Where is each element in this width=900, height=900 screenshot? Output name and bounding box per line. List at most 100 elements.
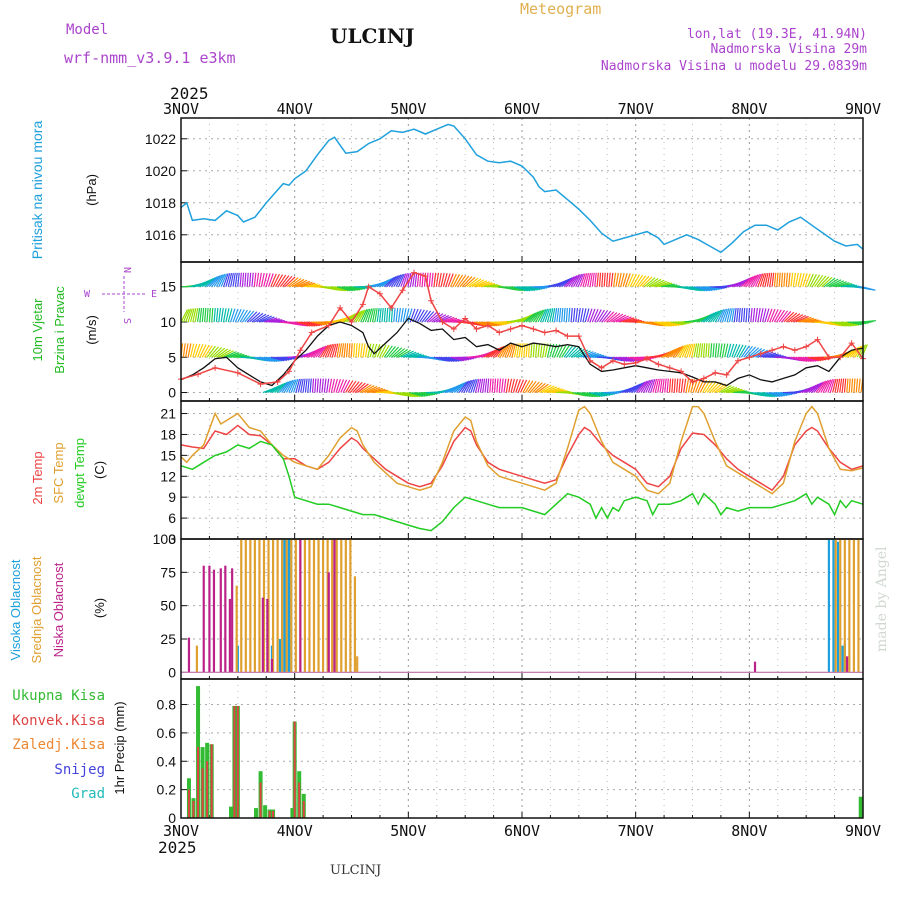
bar-konvek-kisa — [233, 705, 236, 818]
wind-barb — [537, 309, 546, 323]
wind-barb — [251, 272, 254, 287]
wind-barb — [466, 277, 479, 288]
bar-srednja-oblacnost — [356, 656, 359, 673]
wind-barb — [847, 321, 862, 326]
wind-barb — [750, 274, 759, 288]
wind-barb — [754, 308, 758, 323]
wind-barb — [213, 274, 223, 288]
wind-barb — [379, 344, 387, 358]
wind-barb — [502, 344, 510, 358]
wind-barb — [669, 346, 681, 358]
wind-barb — [182, 343, 186, 358]
bar-srednja-oblacnost — [281, 539, 284, 673]
wind-barb — [244, 272, 247, 287]
wind-barb — [672, 346, 683, 358]
gust-marker — [769, 347, 776, 354]
wind-barb — [404, 391, 419, 398]
wind-barb — [528, 311, 539, 323]
top-date-label: 7NOV — [618, 100, 654, 118]
wind-barb — [769, 272, 773, 287]
wind-barb — [781, 311, 792, 323]
series-line-mslp — [180, 123, 864, 254]
wind-barb — [658, 321, 673, 327]
wind-barb — [731, 343, 738, 358]
gust-marker — [848, 340, 855, 347]
wind-barb — [371, 308, 376, 323]
wind-barb — [556, 344, 564, 358]
wind-barb — [790, 314, 804, 323]
wind-barb — [411, 391, 426, 397]
wind-barb — [443, 356, 458, 362]
gust-marker — [234, 369, 241, 376]
wind-barb — [546, 308, 552, 323]
wind-barb — [573, 348, 586, 358]
bar-srednja-oblacnost — [335, 539, 338, 673]
wind-barb — [783, 272, 786, 287]
wind-barb — [558, 344, 567, 358]
wind-barb — [397, 273, 405, 287]
wind-barb — [553, 308, 558, 323]
wind-barb — [827, 379, 834, 393]
wind-grid — [180, 262, 864, 401]
temp-ylabel-2m: 2m Temp — [30, 451, 45, 504]
wind-barb — [548, 388, 563, 394]
wind-barb — [448, 356, 462, 362]
wind-barb — [313, 321, 328, 326]
wind-barb — [393, 274, 402, 288]
wind-barb — [594, 309, 602, 323]
wind-barb — [705, 311, 717, 323]
wind-barb — [428, 272, 432, 287]
wind-barb — [539, 343, 543, 358]
wind-barb — [615, 315, 629, 323]
cloud-panel: 0 25 50 75 100 Visoka Oblacnost Srednja Obla… — [8, 531, 864, 680]
wind-barb — [362, 308, 369, 323]
wind-barb — [421, 310, 432, 323]
wind-barb — [228, 353, 242, 358]
wind-barb — [587, 353, 602, 358]
wind-barb — [816, 275, 827, 288]
wind-barb — [804, 273, 811, 287]
wind-barb — [218, 308, 222, 323]
wind-barb — [667, 347, 679, 358]
wind-barb — [684, 343, 691, 358]
wind-barb — [294, 279, 308, 288]
wind-barb — [589, 272, 593, 287]
wind-barb — [261, 316, 275, 323]
wind-barb — [357, 343, 361, 358]
wind-barb — [504, 344, 511, 358]
bar-visoka-oblacnost — [836, 541, 840, 673]
wind-barb — [523, 312, 536, 323]
wind-barb — [757, 273, 764, 287]
wind-barb — [809, 274, 817, 287]
wind-barb — [598, 310, 609, 323]
y-tick-label: 100 — [153, 531, 177, 547]
wind-barb — [261, 356, 275, 362]
wind-barb — [326, 378, 330, 393]
wind-barb — [666, 378, 669, 393]
wind-barb — [530, 310, 541, 323]
wind-barb — [743, 307, 746, 323]
wind-barb — [565, 346, 577, 358]
y-tick-label: 0.2 — [157, 782, 177, 798]
wind-barb — [248, 272, 252, 287]
wind-barb — [443, 317, 458, 323]
wind-barb — [293, 379, 299, 393]
wind-barb — [821, 276, 833, 288]
wind-barb — [776, 272, 779, 287]
wind-barb — [516, 286, 531, 292]
gust-marker — [632, 359, 639, 366]
wind-barb — [343, 313, 356, 323]
wind-barb — [364, 385, 378, 394]
wind-barb — [647, 379, 654, 393]
wind-barb — [696, 286, 710, 292]
wind-barb — [802, 273, 808, 287]
wind-barb — [726, 343, 732, 358]
wind-barb — [790, 272, 794, 287]
temp-ylabel-sfc: SFC Temp — [51, 442, 66, 503]
wind-barb — [811, 274, 821, 288]
wind-barb — [412, 308, 419, 323]
gust-marker — [348, 318, 355, 325]
wind-barb — [754, 273, 762, 287]
wind-barb — [208, 307, 211, 323]
wind-barb — [591, 391, 606, 397]
